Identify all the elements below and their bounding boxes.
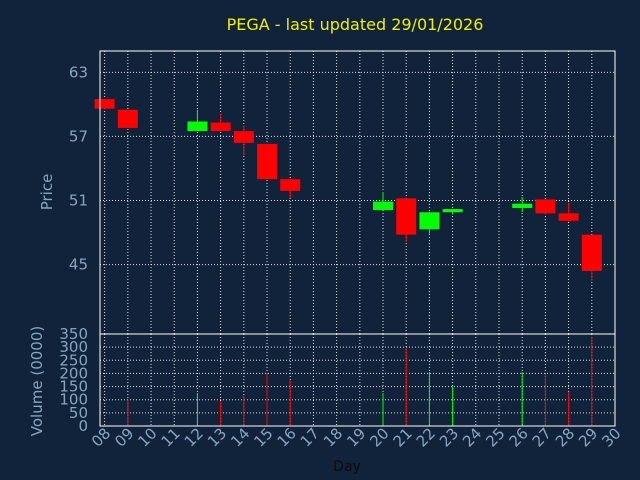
- candle-down: [210, 114, 231, 132]
- price-tick-label: 51: [69, 192, 88, 210]
- volume-panel-frame: [99, 333, 616, 427]
- candle-body: [94, 99, 115, 109]
- volume-axis-label: Volume (0000): [28, 326, 46, 436]
- candle-down: [535, 199, 556, 215]
- candle-body: [396, 198, 417, 235]
- volume-tick-label: 300: [59, 338, 88, 356]
- candle-body: [117, 109, 138, 128]
- candle-up: [187, 109, 208, 132]
- candle-body: [581, 234, 602, 271]
- candle-up: [512, 197, 533, 213]
- candle-down: [233, 125, 254, 156]
- day-axis-ticks: 0809101112131415161718192021222324252627…: [88, 424, 625, 450]
- candle-body: [280, 179, 301, 191]
- candle-down: [94, 99, 115, 109]
- price-axis-label: Price: [38, 174, 56, 211]
- chart-title: PEGA - last updated 29/01/2026: [227, 15, 484, 34]
- candle-up: [442, 209, 463, 215]
- candle-body: [210, 122, 231, 132]
- candle-down: [396, 198, 417, 243]
- candle-body: [373, 201, 394, 211]
- price-tick-label: 45: [69, 256, 88, 274]
- price-tick-label: 57: [69, 127, 88, 145]
- volume-tick-label: 0: [78, 417, 88, 435]
- candle-body: [558, 213, 579, 221]
- candle-down: [558, 202, 579, 222]
- candle-down: [581, 234, 602, 281]
- volume-tick-label: 350: [59, 325, 88, 343]
- price-panel: 45 51 57 63 Price: [38, 50, 616, 335]
- candle-down: [117, 109, 138, 128]
- volume-tick-label: 150: [59, 378, 88, 396]
- candle-body: [257, 143, 278, 180]
- candle-up: [373, 191, 394, 211]
- volume-tick-label: 50: [69, 404, 88, 422]
- volume-tick-label: 200: [59, 364, 88, 382]
- candle-body: [187, 121, 208, 132]
- candle-body: [535, 199, 556, 214]
- candle-body: [419, 212, 440, 230]
- candle-body: [442, 209, 463, 213]
- candle-up: [419, 212, 440, 234]
- candle-body: [512, 203, 533, 208]
- price-tick-label: 63: [69, 63, 88, 81]
- volume-tick-label: 250: [59, 351, 88, 369]
- volume-tick-label: 100: [59, 391, 88, 409]
- day-axis-label: Day: [333, 459, 361, 475]
- candle-down: [280, 179, 301, 199]
- candle-body: [233, 131, 254, 143]
- candle-down: [257, 143, 278, 180]
